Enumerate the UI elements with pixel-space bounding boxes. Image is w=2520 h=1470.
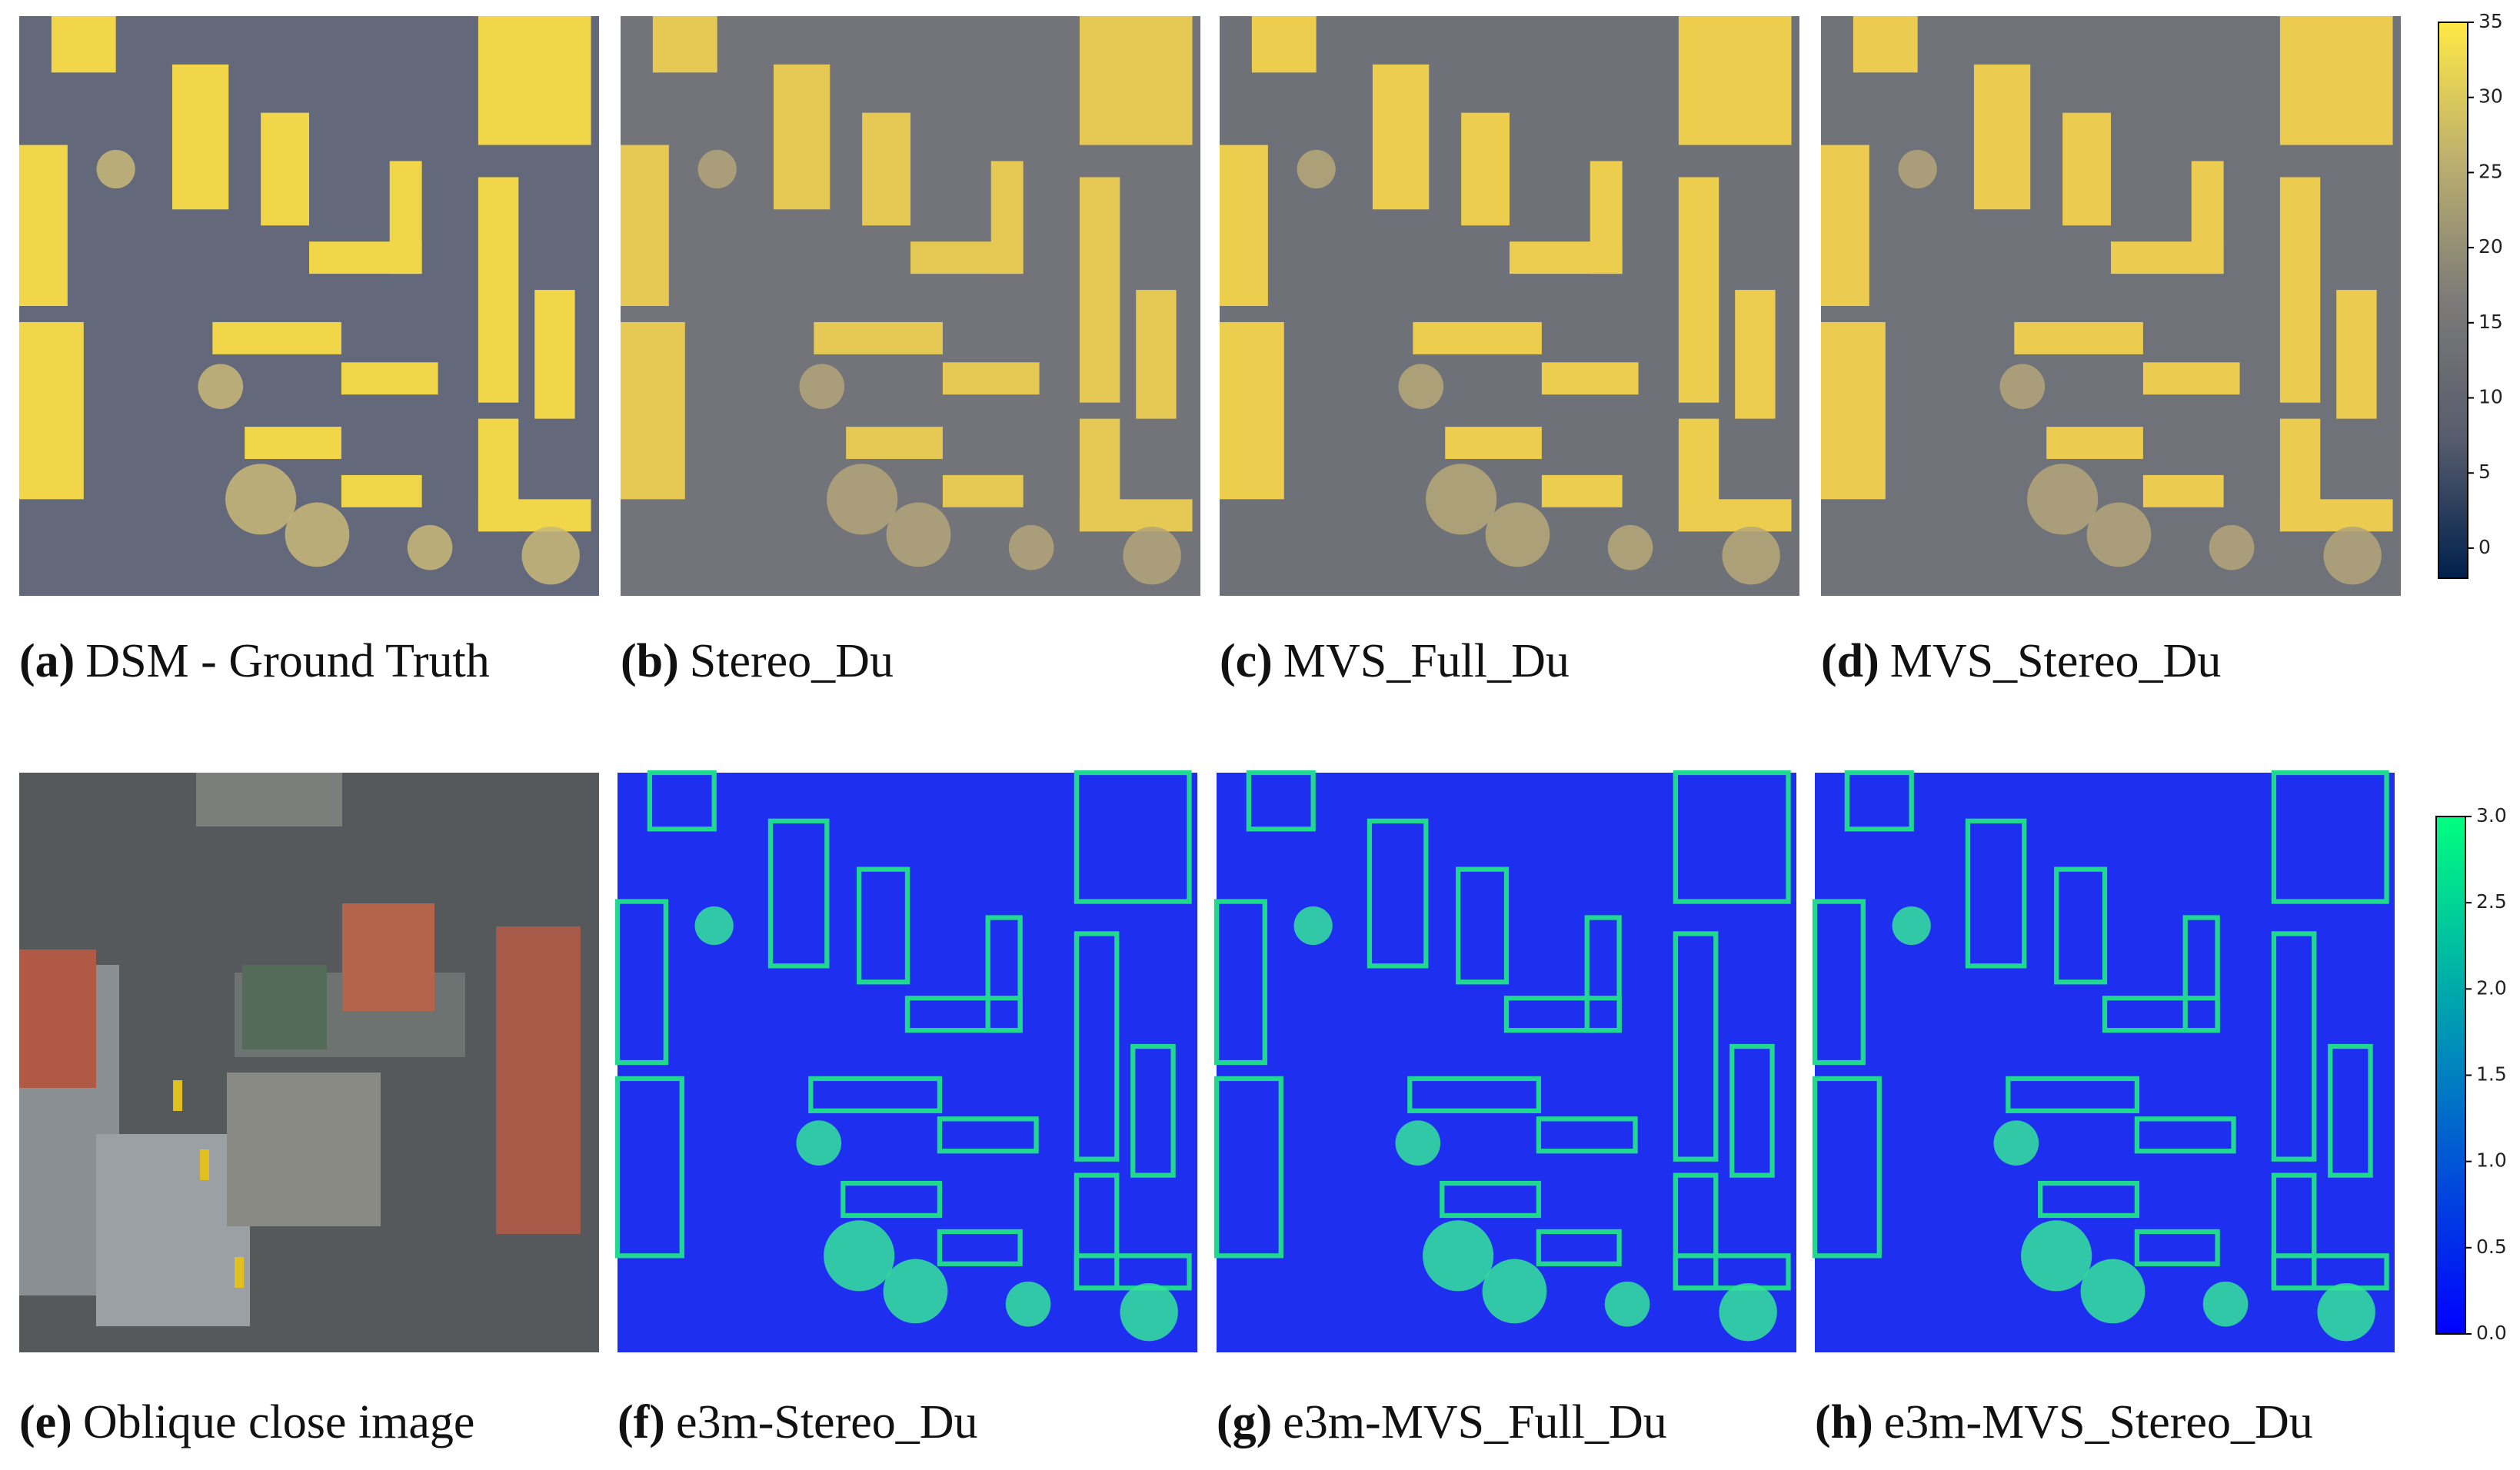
panel-label: (b) (621, 635, 679, 687)
panel-image (19, 16, 599, 596)
panel-caption-text: Stereo_Du (690, 635, 894, 687)
panel-caption-text: e3m-MVS_Stereo_Du (1884, 1396, 2313, 1448)
colorbar-tick-label: 2.0 (2476, 976, 2507, 999)
colorbar-tick-label: 35 (2478, 10, 2503, 32)
panel-caption: (b) Stereo_Du (621, 635, 894, 687)
image-shape (173, 1080, 182, 1111)
panel-caption: (d) MVS_Stereo_Du (1821, 635, 2221, 687)
image-shape (200, 1149, 209, 1180)
panel-image (1815, 773, 2395, 1352)
panel-label: (g) (1217, 1396, 1272, 1448)
colorbar-tick-label: 1.5 (2476, 1063, 2507, 1086)
image-shape (96, 1134, 250, 1326)
panel-caption-text: e3m-MVS_Full_Du (1283, 1396, 1666, 1448)
panel-caption: (c) MVS_Full_Du (1220, 635, 1570, 687)
colorbar-tick-label: 15 (2478, 311, 2503, 333)
panel-image (618, 773, 1197, 1352)
colorbar-tick-label: 25 (2478, 160, 2503, 182)
panel-label: (e) (19, 1396, 72, 1448)
colorbar-tick-label: 0.0 (2476, 1322, 2507, 1344)
colorbar (2435, 816, 2466, 1335)
panel-caption-text: MVS_Full_Du (1283, 635, 1570, 687)
colorbar-tick-label: 30 (2478, 85, 2503, 108)
panel-image (1217, 773, 1796, 1352)
image-shape (19, 950, 96, 1088)
panel-label: (a) (19, 635, 75, 687)
panel-caption-text: e3m-Stereo_Du (676, 1396, 978, 1448)
colorbar-tick-label: 1.0 (2476, 1149, 2507, 1172)
colorbar-tick-label: 3.0 (2476, 804, 2507, 826)
panel-caption-text: Oblique close image (83, 1396, 475, 1448)
panel-label: (d) (1821, 635, 1879, 687)
panel-image (19, 773, 599, 1352)
panel-caption-text: MVS_Stereo_Du (1890, 635, 2222, 687)
colorbar-tick-label: 20 (2478, 235, 2503, 258)
panel-caption: (h) e3m-MVS_Stereo_Du (1815, 1396, 2313, 1448)
panel-caption: (e) Oblique close image (19, 1396, 474, 1448)
panel-image (1220, 16, 1799, 596)
colorbar-tick-label: 10 (2478, 386, 2503, 408)
colorbar-tick-label: 0 (2478, 536, 2491, 558)
panel-caption: (a) DSM - Ground Truth (19, 635, 490, 687)
panel-image (1821, 16, 2401, 596)
image-shape (496, 926, 581, 1234)
panel-caption-text: DSM - Ground Truth (85, 635, 489, 687)
image-shape (242, 965, 327, 1049)
image-shape (227, 1073, 381, 1226)
image-shape (235, 1257, 244, 1288)
image-shape (196, 773, 342, 826)
colorbar-tick-label: 0.5 (2476, 1236, 2507, 1258)
panel-label: (c) (1220, 635, 1273, 687)
panel-label: (h) (1815, 1396, 1873, 1448)
panel-caption: (g) e3m-MVS_Full_Du (1217, 1396, 1667, 1448)
panel-label: (f) (618, 1396, 665, 1448)
colorbar (2438, 22, 2468, 579)
panel-caption: (f) e3m-Stereo_Du (618, 1396, 978, 1448)
panel-image (621, 16, 1200, 596)
colorbar-tick-label: 2.5 (2476, 890, 2507, 913)
colorbar-tick-label: 5 (2478, 461, 2491, 483)
image-shape (342, 903, 434, 1011)
